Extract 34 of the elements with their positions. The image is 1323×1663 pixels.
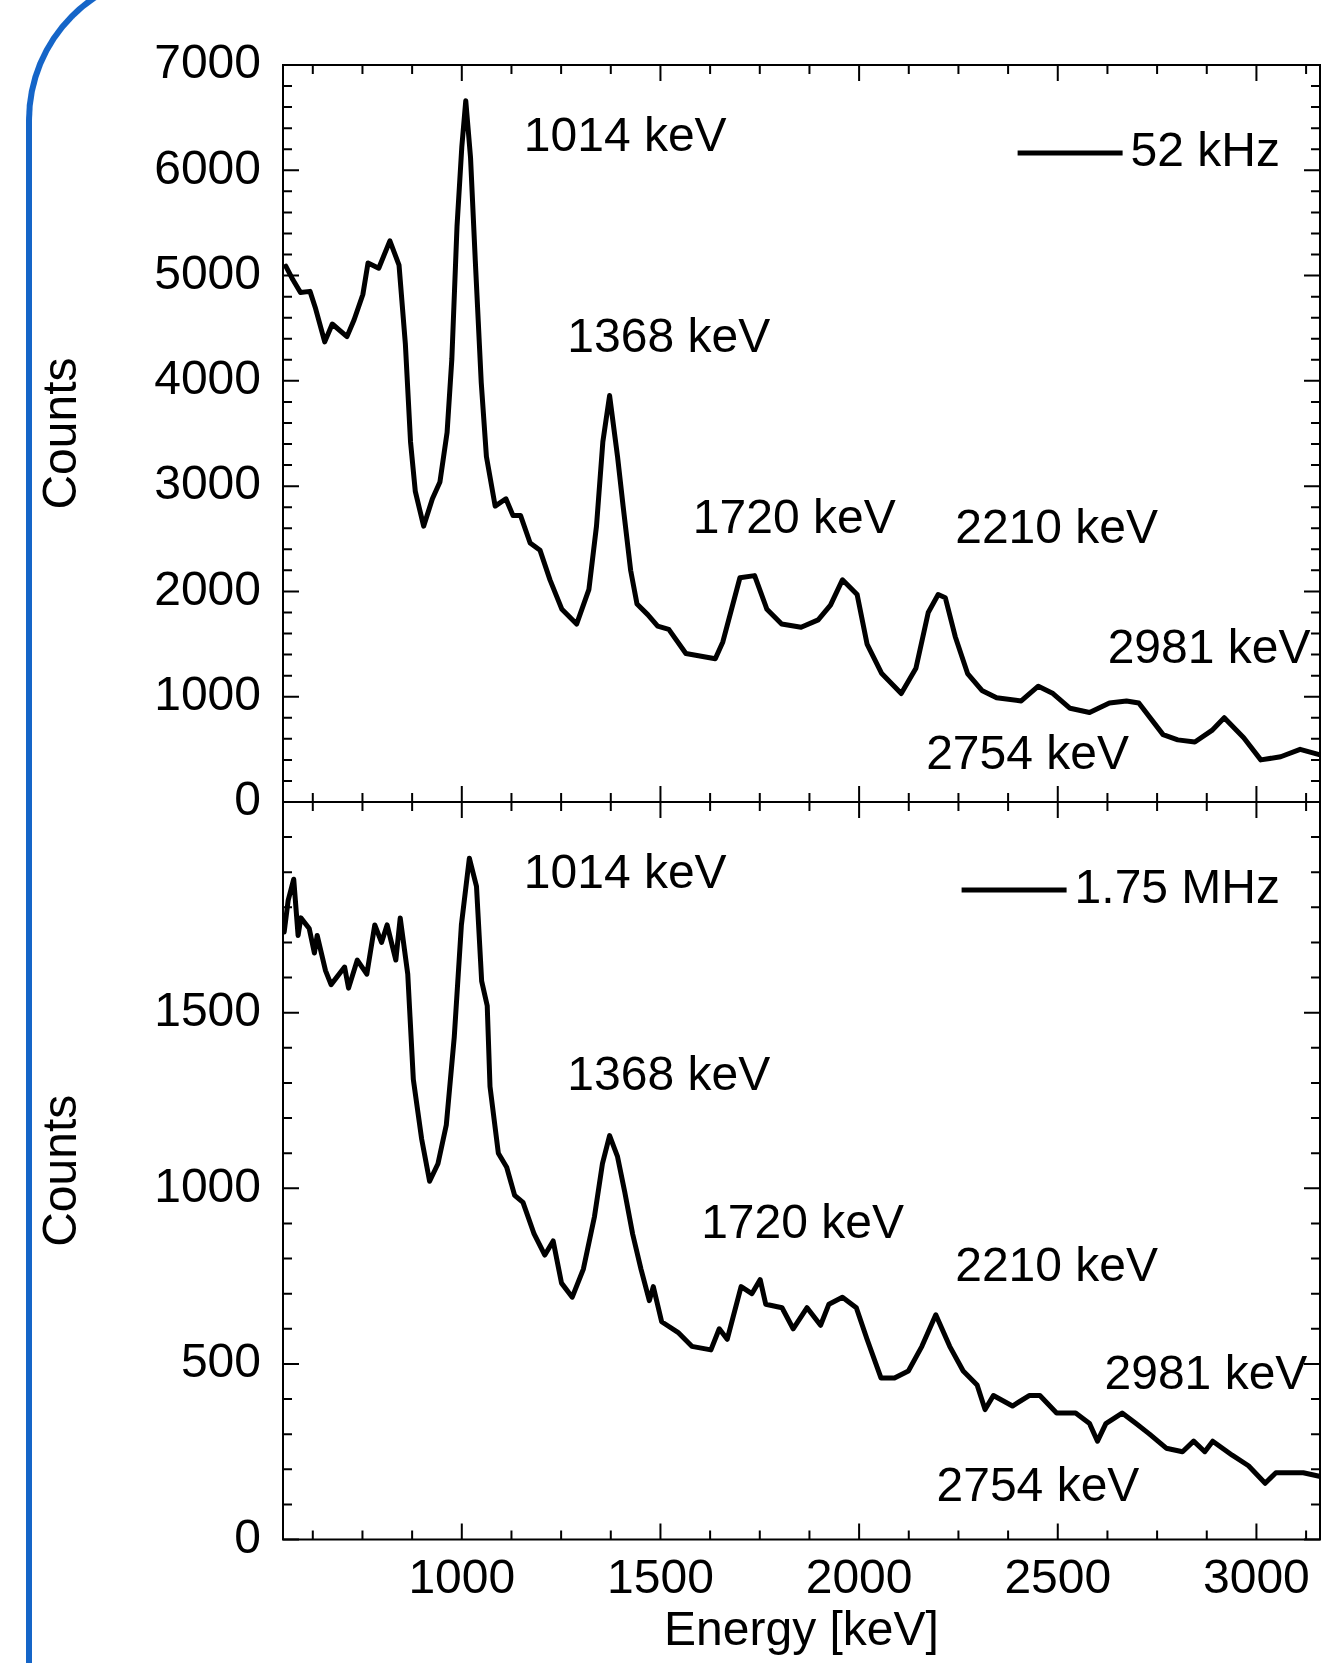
y-tick-label: 500 [180,1334,261,1388]
x-tick-label: 3000 [1203,1549,1310,1603]
y-tick-label: 0 [234,1509,261,1563]
y-tick-label: 1500 [154,982,261,1036]
y-tick-label: 6000 [154,140,261,194]
y-tick-label: 4000 [154,351,261,405]
y-tick-label: 7000 [154,35,261,89]
y-tick-label: 0 [234,772,261,826]
legend-label: 52 kHz [1130,123,1280,177]
x-tick-label: 2500 [1004,1549,1112,1603]
y-tick-label: 1000 [154,1158,261,1212]
annotation: 1014 keV [523,844,727,898]
annotation: 2981 keV [1107,619,1311,673]
annotation: 1014 keV [523,108,727,162]
annotation: 1720 keV [692,489,896,543]
y-axis-title: Counts [33,357,87,510]
y-tick-label: 5000 [154,245,261,299]
x-tick-label: 2000 [805,1549,913,1603]
annotation: 2754 keV [926,725,1129,779]
x-axis-title: Energy [keV] [664,1602,939,1656]
x-tick-label: 1500 [607,1549,714,1603]
annotation: 2210 keV [955,500,1159,554]
y-tick-label: 1000 [154,666,261,720]
y-axis-title: Counts [33,1094,87,1247]
y-tick-label: 2000 [154,561,261,615]
annotation: 2981 keV [1104,1346,1308,1400]
annotation: 2210 keV [955,1237,1159,1291]
annotation: 1368 keV [567,308,771,362]
annotation: 1368 keV [567,1047,771,1101]
y-tick-label: 3000 [154,456,261,510]
x-tick-label: 1000 [408,1549,516,1603]
annotation: 1720 keV [701,1194,904,1248]
legend-label: 1.75 MHz [1074,860,1280,914]
annotation: 2754 keV [936,1458,1140,1512]
